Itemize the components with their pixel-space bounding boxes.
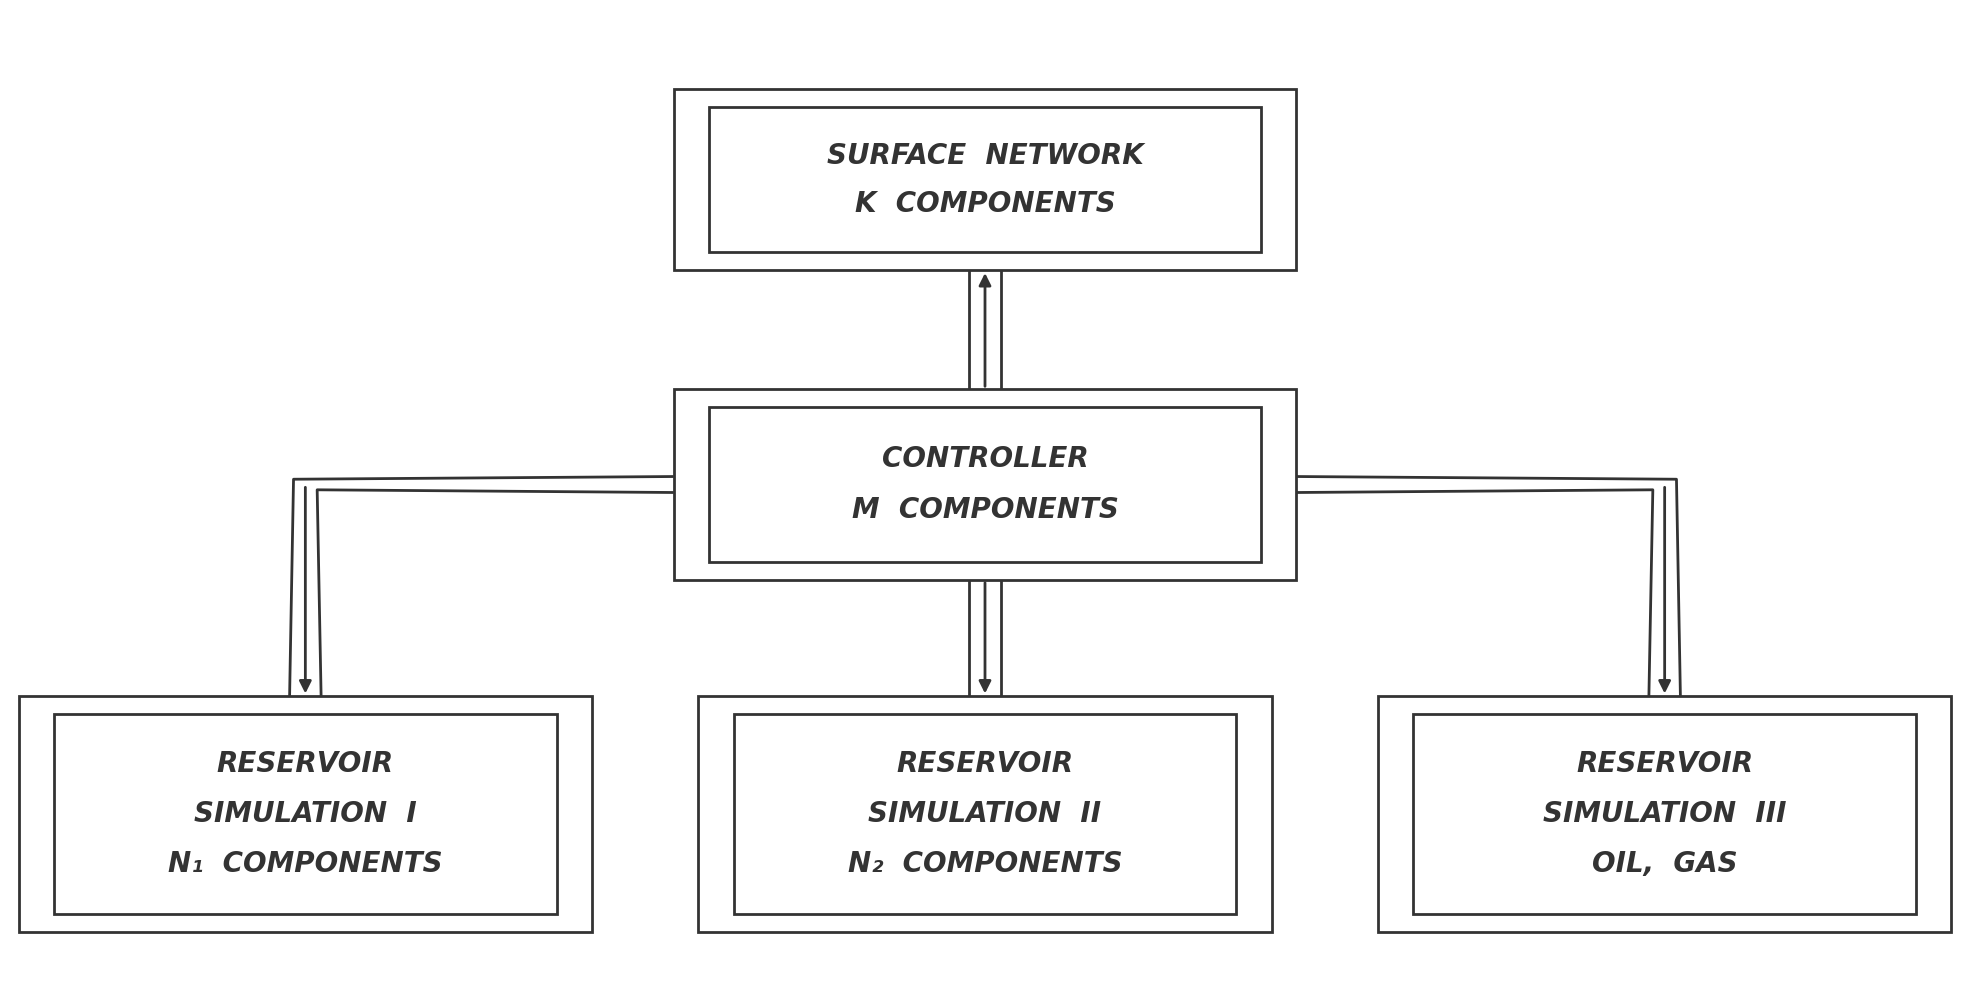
Bar bbox=[1414, 714, 1917, 914]
Bar bbox=[53, 714, 558, 914]
Text: SIMULATION  III: SIMULATION III bbox=[1543, 800, 1787, 828]
Text: RESERVOIR: RESERVOIR bbox=[896, 750, 1074, 778]
Text: SURFACE  NETWORK: SURFACE NETWORK bbox=[827, 142, 1143, 170]
Text: N₁  COMPONENTS: N₁ COMPONENTS bbox=[167, 850, 443, 878]
Bar bbox=[18, 696, 593, 932]
Bar bbox=[674, 90, 1296, 271]
Text: N₂  COMPONENTS: N₂ COMPONENTS bbox=[847, 850, 1123, 878]
Text: RESERVOIR: RESERVOIR bbox=[1576, 750, 1753, 778]
Bar bbox=[674, 389, 1296, 579]
Text: CONTROLLER: CONTROLLER bbox=[883, 445, 1087, 473]
Bar bbox=[709, 108, 1261, 253]
Text: SIMULATION  I: SIMULATION I bbox=[193, 800, 418, 828]
Text: OIL,  GAS: OIL, GAS bbox=[1592, 850, 1738, 878]
Bar bbox=[699, 696, 1273, 932]
Bar bbox=[709, 408, 1261, 561]
Bar bbox=[1379, 696, 1950, 932]
Text: RESERVOIR: RESERVOIR bbox=[217, 750, 394, 778]
Text: M  COMPONENTS: M COMPONENTS bbox=[851, 497, 1119, 524]
Text: SIMULATION  II: SIMULATION II bbox=[869, 800, 1101, 828]
Bar bbox=[735, 714, 1237, 914]
Text: K  COMPONENTS: K COMPONENTS bbox=[855, 190, 1115, 218]
